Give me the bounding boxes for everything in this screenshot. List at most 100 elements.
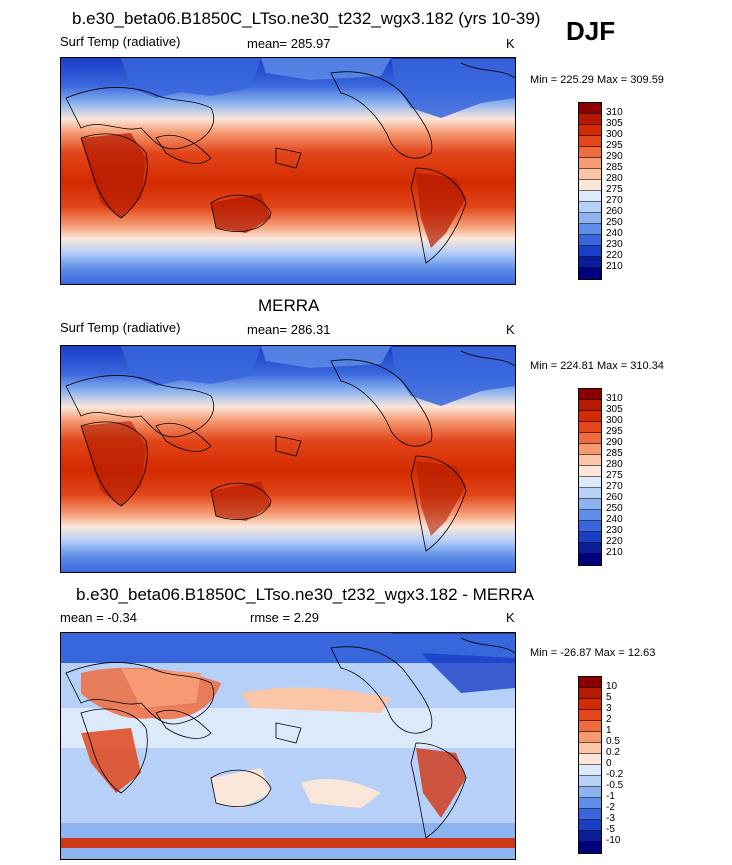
colorbar-swatch [579, 389, 601, 400]
colorbar-swatch [579, 444, 601, 455]
mean-label: mean = -0.34 [60, 610, 137, 625]
colorbar-tick-label: 260 [606, 206, 623, 217]
colorbar-tick-label: 210 [606, 261, 623, 272]
colorbar-tick-label: 3 [606, 703, 612, 714]
colorbar-swatch [579, 202, 601, 213]
colorbar-tick-label: 220 [606, 536, 623, 547]
units-label: K [506, 36, 515, 51]
colorbar-swatch [579, 765, 601, 776]
colorbar-swatch [579, 411, 601, 422]
colorbar-tick-label: -0.2 [606, 769, 624, 780]
colorbar-tick-label: 295 [606, 426, 623, 437]
colorbar-swatch [579, 721, 601, 732]
colorbar-tick-label: 290 [606, 151, 623, 162]
colorbar-swatch [579, 158, 601, 169]
colorbar-swatch [579, 499, 601, 510]
colorbar-tick-label: 1 [606, 725, 612, 736]
colorbar-tick-label: 300 [606, 129, 623, 140]
colorbar-tick-label: 280 [606, 173, 623, 184]
colorbar-swatch [579, 809, 601, 820]
colorbar-tick-label: -2 [606, 802, 615, 813]
colorbar-tick-label: 220 [606, 250, 623, 261]
colorbar-swatch [579, 776, 601, 787]
colorbar-tick-label: -3 [606, 813, 615, 824]
colorbar-swatch [579, 466, 601, 477]
colorbar-swatch [579, 554, 601, 565]
units-label: K [506, 610, 515, 625]
colorbar-tick-label: 250 [606, 217, 623, 228]
colorbar-swatch [579, 213, 601, 224]
colorbar-swatch [579, 477, 601, 488]
mean-label: mean= 286.31 [247, 322, 331, 337]
colorbar-tick-label: 305 [606, 404, 623, 415]
min-max-label: Min = 225.29 Max = 309.59 [530, 74, 664, 86]
units-label: K [506, 322, 515, 337]
colorbar-tick-label: 285 [606, 448, 623, 459]
season-label: DJF [566, 16, 616, 46]
min-max-label: Min = 224.81 Max = 310.34 [530, 360, 664, 372]
colorbar-swatch [579, 136, 601, 147]
colorbar [578, 102, 602, 280]
colorbar-swatch [579, 191, 601, 202]
colorbar-tick-label: 260 [606, 492, 623, 503]
colorbar-swatch [579, 235, 601, 246]
colorbar-tick-label: 240 [606, 514, 623, 525]
colorbar-tick-label: 280 [606, 459, 623, 470]
colorbar-swatch [579, 488, 601, 499]
colorbar-swatch [579, 699, 601, 710]
colorbar-swatch [579, 688, 601, 699]
colorbar-swatch [579, 455, 601, 466]
variable-label: Surf Temp (radiative) [60, 34, 181, 49]
colorbar-tick-label: -1 [606, 791, 615, 802]
colorbar-tick-label: 210 [606, 547, 623, 558]
colorbar-swatch [579, 114, 601, 125]
colorbar-tick-label: 285 [606, 162, 623, 173]
colorbar [578, 388, 602, 566]
colorbar-swatch [579, 422, 601, 433]
colorbar-tick-label: 0.2 [606, 747, 620, 758]
rmse-label: rmse = 2.29 [250, 610, 320, 625]
colorbar-tick-label: 295 [606, 140, 623, 151]
colorbar-swatch [579, 268, 601, 279]
colorbar-swatch [579, 224, 601, 235]
colorbar-swatch [579, 510, 601, 521]
colorbar-tick-label: 10 [606, 681, 618, 692]
colorbar-swatch [579, 103, 601, 114]
difference-map [60, 632, 516, 860]
colorbar-swatch [579, 257, 601, 268]
colorbar-swatch [579, 543, 601, 554]
surface-temperature-map [60, 345, 516, 573]
colorbar-swatch [579, 798, 601, 809]
min-max-label: Min = -26.87 Max = 12.63 [530, 647, 656, 659]
colorbar-tick-label: 290 [606, 437, 623, 448]
colorbar-tick-label: 310 [606, 107, 623, 118]
panel-title: MERRA [258, 296, 320, 315]
colorbar-tick-label: -10 [606, 835, 621, 846]
colorbar-tick-label: 2 [606, 714, 612, 725]
panel-title: b.e30_beta06.B1850C_LTso.ne30_t232_wgx3.… [76, 585, 535, 604]
colorbar-tick-label: 310 [606, 393, 623, 404]
colorbar-swatch [579, 147, 601, 158]
colorbar-swatch [579, 400, 601, 411]
mean-label: mean= 285.97 [247, 36, 331, 51]
colorbar-swatch [579, 743, 601, 754]
colorbar-tick-label: 0 [606, 758, 612, 769]
variable-label: Surf Temp (radiative) [60, 320, 181, 335]
colorbar-tick-label: 275 [606, 184, 623, 195]
colorbar-tick-label: 300 [606, 415, 623, 426]
colorbar-swatch [579, 677, 601, 688]
colorbar-tick-label: 250 [606, 503, 623, 514]
colorbar-swatch [579, 842, 601, 853]
colorbar-tick-label: -0.5 [606, 780, 624, 791]
colorbar-tick-label: 0.5 [606, 736, 620, 747]
colorbar-swatch [579, 732, 601, 743]
colorbar-tick-label: 270 [606, 195, 623, 206]
colorbar-swatch [579, 754, 601, 765]
colorbar-tick-label: 240 [606, 228, 623, 239]
surface-temperature-map [60, 57, 516, 285]
colorbar-swatch [579, 820, 601, 831]
colorbar-swatch [579, 180, 601, 191]
colorbar [578, 676, 602, 854]
colorbar-tick-label: -5 [606, 824, 615, 835]
colorbar-swatch [579, 532, 601, 543]
